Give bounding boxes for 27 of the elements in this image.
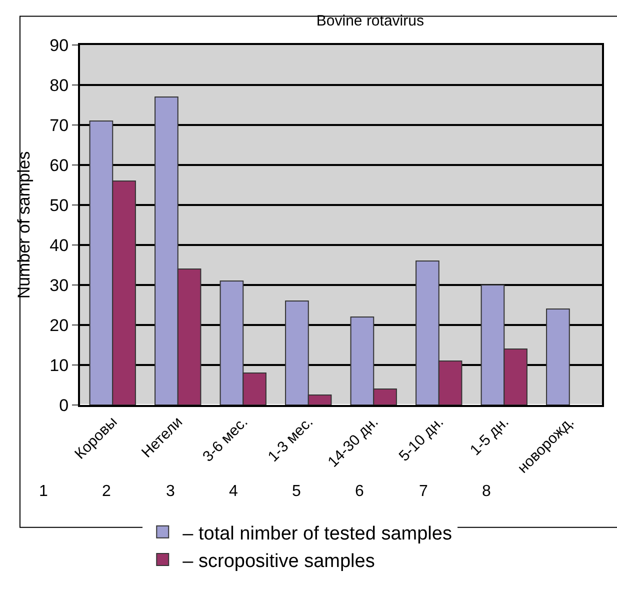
text: 7 [419, 483, 428, 500]
legend-label: – scropositive samples [182, 550, 375, 572]
x-tick-label: 1-5 дн. [466, 414, 512, 459]
legend-label: – total nimber of tested samples [182, 523, 452, 544]
text: 8 [482, 483, 491, 500]
y-tick-label: 90 [50, 36, 69, 55]
text: 6 [355, 483, 364, 500]
y-tick-label: 0 [59, 396, 69, 415]
x-tick-label: 5-10 дн. [396, 414, 448, 465]
y-tick-label: 80 [50, 76, 69, 95]
y-axis-title: Number of samples [14, 151, 34, 299]
text: 5 [292, 483, 301, 500]
x-tick-label: 3-6 мес. [200, 414, 252, 466]
y-tick-label: 50 [50, 196, 69, 215]
y-tick-label: 10 [50, 356, 69, 375]
text: 2 [102, 483, 111, 500]
y-tick-label: 40 [50, 236, 69, 255]
text: 4 [229, 483, 238, 500]
y-tick-label: 20 [50, 316, 69, 335]
y-tick-label: 30 [50, 276, 69, 295]
bar [546, 308, 570, 405]
y-tick-label: 60 [50, 156, 69, 175]
text: 1 [39, 483, 48, 500]
text: 3 [166, 483, 175, 500]
x-tick-label: 1-3 мес. [264, 414, 317, 466]
chart-title: Bovine rotavirus [316, 12, 424, 30]
y-tick-label: 70 [50, 116, 69, 135]
